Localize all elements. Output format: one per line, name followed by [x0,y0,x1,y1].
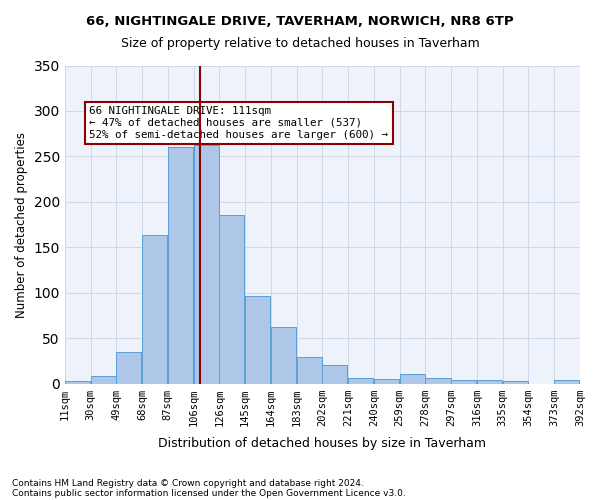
Bar [503,381,528,384]
Text: Contains public sector information licensed under the Open Government Licence v3: Contains public sector information licen… [12,488,406,498]
Bar [245,296,270,384]
Bar [477,380,502,384]
Bar [554,380,580,384]
Bar [91,376,116,384]
Bar [168,148,193,384]
X-axis label: Distribution of detached houses by size in Taverham: Distribution of detached houses by size … [158,437,487,450]
Bar [220,216,244,384]
Bar [425,378,451,384]
Text: Contains HM Land Registry data © Crown copyright and database right 2024.: Contains HM Land Registry data © Crown c… [12,478,364,488]
Bar [451,380,476,384]
Bar [116,352,142,384]
Bar [65,381,90,384]
Bar [142,236,167,384]
Bar [296,357,322,384]
Y-axis label: Number of detached properties: Number of detached properties [15,132,28,318]
Bar [194,144,218,384]
Text: Size of property relative to detached houses in Taverham: Size of property relative to detached ho… [121,38,479,51]
Bar [348,378,373,384]
Text: 66 NIGHTINGALE DRIVE: 111sqm
← 47% of detached houses are smaller (537)
52% of s: 66 NIGHTINGALE DRIVE: 111sqm ← 47% of de… [89,106,388,140]
Bar [400,374,425,384]
Bar [322,366,347,384]
Bar [271,327,296,384]
Bar [374,379,399,384]
Text: 66, NIGHTINGALE DRIVE, TAVERHAM, NORWICH, NR8 6TP: 66, NIGHTINGALE DRIVE, TAVERHAM, NORWICH… [86,15,514,28]
